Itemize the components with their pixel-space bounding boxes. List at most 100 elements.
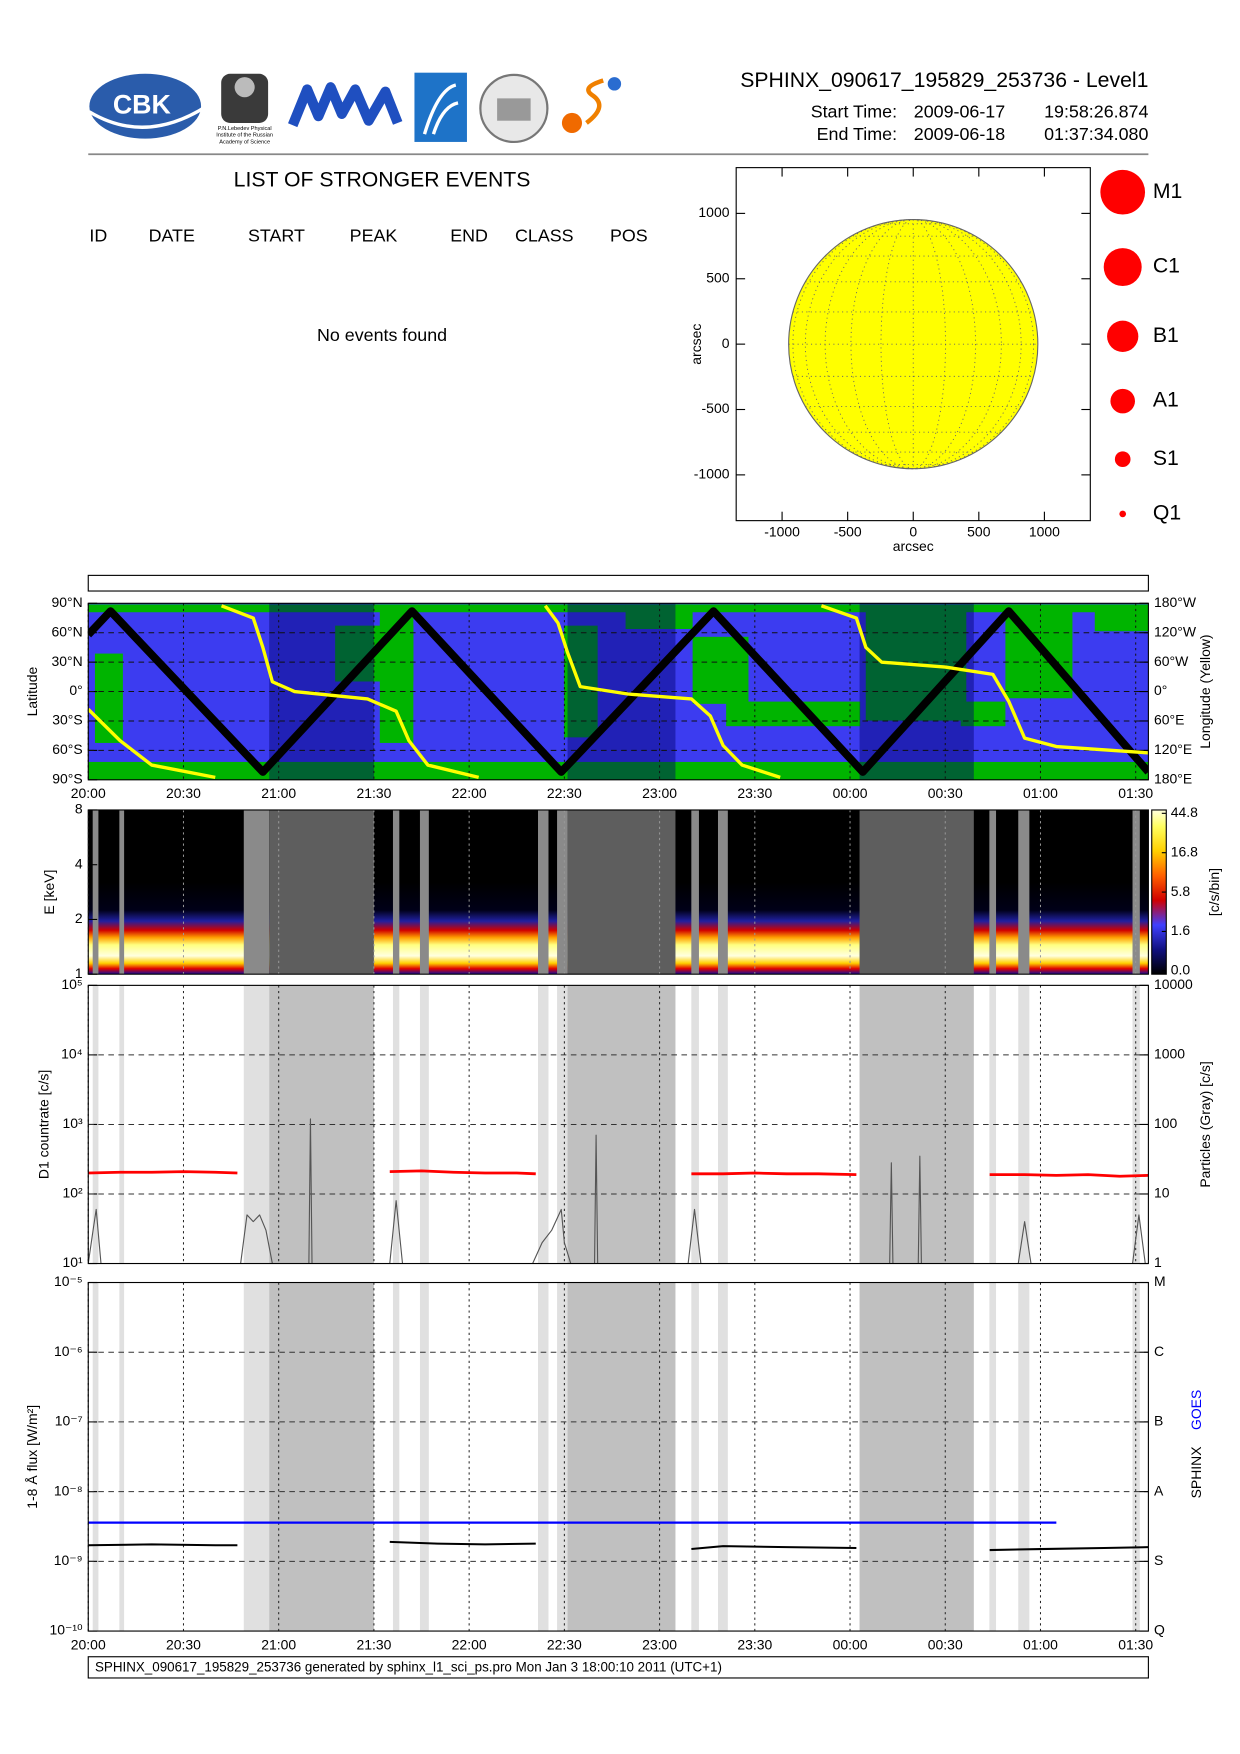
x-tick-label: 500 [967, 524, 991, 540]
time-tick-label: 23:30 [737, 785, 772, 801]
axis-label: 1-8 Å flux [W/m²] [24, 1405, 40, 1509]
colorbar-tick-label: 5.8 [1171, 883, 1191, 899]
logo-swoosh [88, 104, 208, 129]
time-tick-label: 01:00 [1023, 785, 1058, 801]
map-land [692, 636, 749, 704]
particles-interval [419, 1282, 429, 1632]
start-date: 2009-06-17 [914, 102, 1005, 122]
eclipse-interval [859, 809, 974, 975]
iki-logo [414, 72, 467, 142]
particles-interval [989, 809, 997, 975]
report-title: SPHINX_090617_195829_253736 - Level1 [740, 69, 1148, 92]
events-message: No events found [317, 325, 447, 345]
footer-box [87, 1656, 1149, 1679]
time-tick-label: 22:30 [547, 1636, 582, 1652]
plot-frame [87, 602, 1149, 781]
particles-interval [557, 809, 568, 975]
particles-interval [1018, 809, 1030, 975]
legend-marker [1119, 510, 1127, 518]
y-tick-label: 10 [1154, 1185, 1170, 1201]
y-tick-label: 0 [722, 335, 730, 351]
y-tick-label: 10⁻⁸ [54, 1482, 83, 1498]
y-tick-label: 10⁻⁶ [54, 1343, 83, 1359]
end-label: End Time: [817, 124, 897, 144]
particles-interval [392, 985, 400, 1264]
map-land [88, 604, 1149, 613]
x-tick-label: -1000 [764, 524, 800, 540]
series-line [88, 1118, 1146, 1264]
y-tick-label: 10¹ [62, 1254, 83, 1270]
time-tick-label: 20:00 [71, 785, 106, 801]
y-tick-label: 10⁵ [61, 976, 82, 992]
y-tick-label: B [1154, 1413, 1163, 1429]
time-tick-label: 01:30 [1118, 1636, 1153, 1652]
series-line [88, 607, 1149, 776]
particles-interval [392, 1282, 400, 1632]
eclipse-interval [269, 809, 374, 975]
logo-caption: Institute of the Russian [216, 133, 273, 139]
particles-interval [717, 809, 728, 975]
y-tick-label: 60°N [51, 623, 82, 639]
particles-interval [392, 809, 400, 975]
y-tick-label: 8 [75, 801, 83, 817]
particles-interval [243, 1282, 270, 1632]
axis-label: Latitude [24, 666, 40, 716]
legend-label: SPHINX [1188, 1446, 1204, 1499]
sun-disk [788, 218, 1039, 470]
y-tick-label: 10⁴ [61, 1046, 83, 1062]
time-tick-label: 23:00 [642, 1636, 677, 1652]
time-tick-label: 21:30 [356, 785, 391, 801]
y-tick-label: 10⁻⁵ [54, 1273, 83, 1289]
start-label: Start Time: [811, 102, 897, 122]
y-tick-label: C [1154, 1343, 1164, 1359]
y-tick-label: 10³ [62, 1115, 83, 1131]
y-tick-label: 180°W [1154, 594, 1197, 610]
y-tick-label: 120°E [1154, 741, 1192, 757]
disk-meridian [792, 219, 1035, 470]
y-tick-label: 30°N [51, 653, 82, 669]
legend-label: GOES [1188, 1390, 1204, 1430]
y-tick-label: 1 [75, 965, 83, 981]
legend-marker [1114, 451, 1131, 468]
particles-interval [1018, 1282, 1030, 1632]
legend-label: A1 [1153, 389, 1179, 412]
y-tick-label: 90°N [51, 594, 82, 610]
y-tick-label: 30°S [52, 712, 82, 728]
logo-caption: P.N.Lebedev Physical [218, 126, 272, 132]
legend-label: Q1 [1153, 502, 1181, 525]
series-line [88, 1169, 1149, 1178]
footer: SPHINX_090617_195829_253736 generated by… [95, 1659, 722, 1674]
colorbar-label: [c/s/bin] [1206, 868, 1222, 916]
lebedev-portrait [221, 73, 269, 123]
time-tick-label: 22:00 [452, 785, 487, 801]
logo-caption: Academy of Science [219, 139, 270, 145]
x-tick-label: 1000 [1029, 524, 1060, 540]
legend-label: S1 [1153, 447, 1179, 470]
particles-interval [557, 1282, 568, 1632]
y-tick-label: 0° [69, 682, 82, 698]
time-tick-label: 20:00 [71, 1636, 106, 1652]
axis-label: Longitude (Yellow) [1197, 634, 1213, 748]
y-tick-label: 1000 [1154, 1046, 1185, 1062]
y-tick-label: 10⁻¹⁰ [50, 1622, 84, 1638]
y-tick-label: 10000 [1154, 976, 1193, 992]
logos: CBK P.N.Lebedev Physical Institute of th… [88, 72, 622, 145]
y-tick-label: 1 [1154, 1254, 1162, 1270]
particles-interval [1132, 809, 1140, 975]
events-column: CLASS [515, 226, 574, 246]
y-tick-label: 1000 [698, 204, 729, 220]
time-tick-label: 20:30 [166, 785, 201, 801]
iki-mark [422, 83, 459, 135]
time-tick-label: 21:00 [261, 1636, 296, 1652]
particles-interval [538, 809, 549, 975]
legend-marker [1110, 388, 1135, 414]
y-tick-label: 60°S [52, 741, 82, 757]
miah-logo [288, 82, 403, 128]
y-tick-label: 10⁻⁹ [54, 1552, 83, 1568]
plot-frame [87, 984, 1149, 1265]
portrait-face [234, 77, 255, 98]
particles-interval [691, 1282, 699, 1632]
particles-interval [691, 809, 699, 975]
